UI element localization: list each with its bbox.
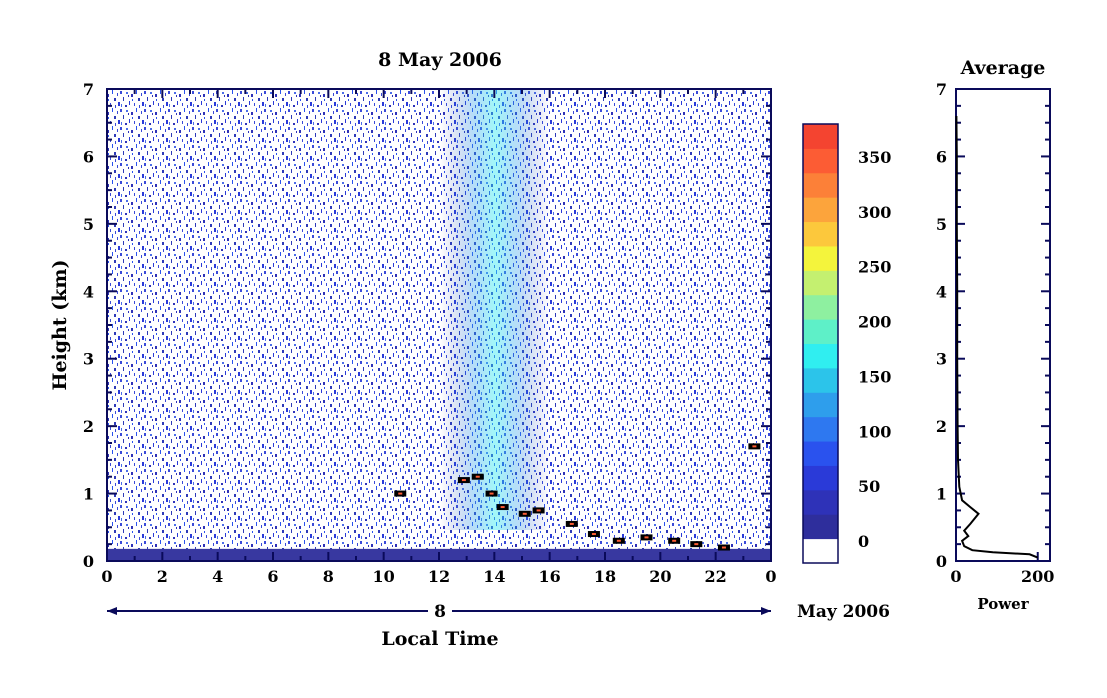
colorbar-tick-label: 50 (858, 477, 880, 496)
colorbar-segment (803, 124, 838, 149)
y-tick-label: 0 (83, 552, 94, 571)
echo-core (591, 533, 596, 536)
echo-core (644, 536, 649, 539)
colorbar-segment (803, 245, 838, 271)
colorbar-segment (803, 392, 838, 418)
average-plot-frame (955, 88, 1051, 562)
x-tick-label: 4 (212, 567, 223, 586)
colorbar-tick-label: 150 (858, 367, 891, 386)
colorbar-segment (803, 319, 838, 344)
colorbar-segment (803, 294, 838, 320)
colorbar-segment (803, 172, 838, 198)
colorbar-tick-label: 100 (858, 422, 891, 441)
echo-core (569, 522, 574, 525)
avg-y-tick-label: 3 (936, 350, 947, 369)
height-time-heatmap (107, 90, 771, 561)
echo-core (500, 506, 505, 509)
echo-core (672, 539, 677, 542)
avg-y-tick-label: 1 (936, 485, 947, 504)
x-tick-label: 18 (594, 567, 616, 586)
main-x-ticks: 0 2 4 6 8 10 12 14 16 18 20 22 0 (101, 89, 777, 586)
echo-core (721, 546, 726, 549)
colorbar-frame (802, 123, 839, 564)
average-y-ticks: 0 1 2 3 4 5 6 7 (936, 80, 1050, 571)
average-x-ticks: 0 200 (950, 552, 1054, 586)
colorbar-segment (803, 270, 838, 296)
main-y-ticks: 0 1 2 3 4 5 6 7 (83, 80, 771, 571)
x-tick-label: 2 (157, 567, 168, 586)
average-title: Average (960, 57, 1046, 79)
y-tick-label: 3 (83, 350, 94, 369)
x-tick-label: 10 (373, 567, 395, 586)
average-x-label: Power (977, 595, 1029, 613)
y-tick-label: 4 (83, 282, 94, 301)
colorbar-segment (803, 343, 838, 369)
colorbar-tick-label: 250 (858, 258, 891, 277)
x-tick-label: 6 (267, 567, 278, 586)
x-tick-label: 0 (101, 567, 112, 586)
y-tick-label: 2 (83, 417, 94, 436)
colorbar-segment (803, 197, 838, 223)
y-axis-label: Height (km) (49, 260, 71, 391)
avg-y-tick-label: 7 (936, 80, 947, 99)
colorbar-segment (803, 148, 838, 174)
avg-y-tick-label: 6 (936, 147, 947, 166)
colorbar-segment (803, 221, 838, 247)
avg-y-tick-label: 0 (936, 552, 947, 571)
colorbar-segment (803, 465, 838, 491)
y-tick-label: 1 (83, 485, 94, 504)
date-month-label: May 2006 (797, 602, 890, 622)
x-tick-label: 12 (428, 567, 450, 586)
chart-title: 8 May 2006 (378, 49, 502, 71)
x-tick-label: 22 (705, 567, 727, 586)
date-line: 8 May 2006 (107, 602, 890, 622)
colorbar-segment (803, 441, 838, 466)
heatmap-background (108, 90, 770, 560)
y-tick-label: 5 (83, 215, 94, 234)
x-tick-label: 8 (323, 567, 334, 586)
avg-y-tick-label: 5 (936, 215, 947, 234)
avg-x-tick-label: 200 (1021, 567, 1054, 586)
daytime-band (440, 90, 550, 530)
colorbar-tick-label: 0 (858, 532, 869, 551)
avg-y-tick-label: 2 (936, 417, 947, 436)
colorbar-segment (803, 538, 838, 564)
colorbar: 0 50 100 150 200 250 300 350 (802, 123, 891, 564)
echo-core (616, 539, 621, 542)
x-axis-label: Local Time (381, 628, 498, 650)
date-day-label: 8 (434, 602, 446, 622)
colorbar-segment (803, 416, 838, 442)
echo-core (461, 479, 466, 482)
colorbar-segment (803, 489, 838, 515)
echo-core (752, 445, 757, 448)
x-tick-label: 16 (539, 567, 561, 586)
echo-core (522, 512, 527, 515)
echo-core (489, 492, 494, 495)
colorbar-tick-label: 350 (858, 148, 891, 167)
avg-y-tick-label: 4 (936, 282, 947, 301)
y-tick-label: 7 (83, 80, 94, 99)
echo-core (475, 475, 480, 478)
echo-core (536, 509, 541, 512)
colorbar-tick-label: 200 (858, 313, 891, 332)
colorbar-tick-label: 300 (858, 203, 891, 222)
colorbar-segment (803, 367, 838, 393)
x-tick-label: 0 (765, 567, 776, 586)
colorbar-segment (803, 514, 838, 540)
y-tick-label: 6 (83, 147, 94, 166)
x-tick-label: 14 (483, 567, 505, 586)
echo-core (694, 543, 699, 546)
x-tick-label: 20 (649, 567, 671, 586)
echo-core (398, 492, 403, 495)
average-power-profile (955, 115, 1039, 559)
avg-x-tick-label: 0 (950, 567, 961, 586)
